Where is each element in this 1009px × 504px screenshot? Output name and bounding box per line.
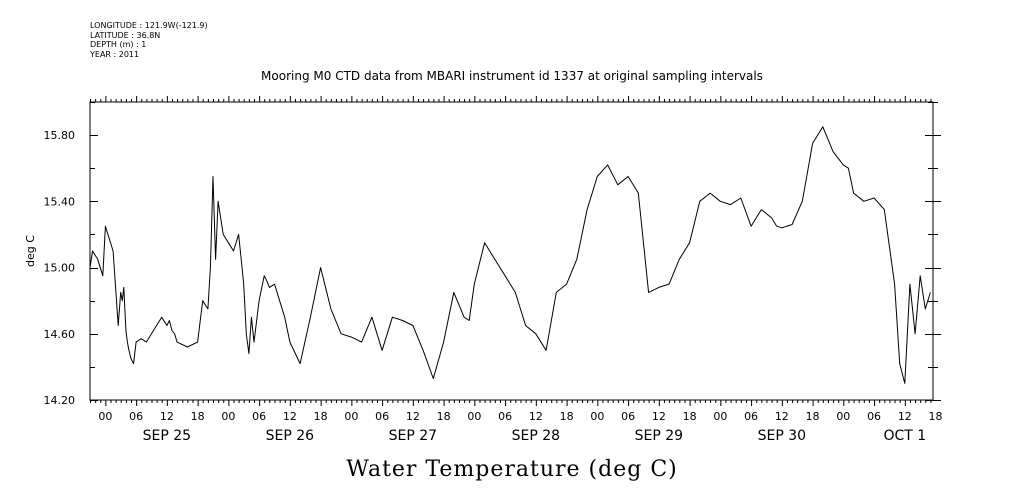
metadata-block: LONGITUDE : 121.9W(-121.9) LATITUDE : 36… <box>90 21 208 59</box>
day-label: SEP 26 <box>266 428 315 444</box>
hour-tick-label: 18 <box>683 410 697 423</box>
hour-tick-label: 00 <box>344 410 358 423</box>
day-label: SEP 30 <box>758 428 806 444</box>
hour-tick-label: 18 <box>560 410 574 423</box>
longitude-text: LONGITUDE : 121.9W(-121.9) <box>90 21 208 30</box>
hour-tick-label: 12 <box>652 410 666 423</box>
hour-tick-label: 00 <box>590 410 604 423</box>
day-label: SEP 25 <box>143 428 191 444</box>
axis-labels: 00 06 12 18 00 06 12 18 00 06 12 18 00 06 12 18 00 06 12 18… <box>44 129 943 444</box>
hour-tick-label: 12 <box>160 410 174 423</box>
series-line <box>89 126 931 384</box>
x-axis-label: Water Temperature (deg C) <box>346 457 678 482</box>
hour-tick-label: 12 <box>898 410 912 423</box>
day-label: SEP 29 <box>635 428 683 444</box>
depth-text: DEPTH (m) : 1 <box>90 40 147 49</box>
hour-tick-label: 06 <box>744 410 758 423</box>
hour-tick-label: 06 <box>129 410 143 423</box>
hour-tick-label: 18 <box>314 410 328 423</box>
hour-tick-label: 12 <box>283 410 297 423</box>
hour-tick-label: 06 <box>375 410 389 423</box>
y-tick-label: 14.60 <box>44 328 76 341</box>
latitude-text: LATITUDE : 36.8N <box>90 30 161 40</box>
hour-tick-label: 06 <box>867 410 881 423</box>
day-label: SEP 28 <box>512 428 560 444</box>
y-tick-label: 15.00 <box>44 262 76 275</box>
year-text: YEAR : 2011 <box>90 49 140 59</box>
hour-tick-label: 12 <box>406 410 420 423</box>
hour-tick-label: 06 <box>498 410 512 423</box>
y-tick-label: 15.80 <box>44 129 76 142</box>
hour-tick-label: 18 <box>806 410 820 423</box>
y-tick-label: 15.40 <box>44 195 76 208</box>
chart-title: Mooring M0 CTD data from MBARI instrumen… <box>261 69 763 83</box>
y-tick-label: 14.20 <box>44 394 76 407</box>
hour-tick-label: 12 <box>775 410 789 423</box>
day-label: OCT 1 <box>883 428 926 444</box>
hour-tick-label: 00 <box>221 410 235 423</box>
hour-tick-label: 00 <box>836 410 850 423</box>
hour-tick-label: 00 <box>98 410 112 423</box>
hour-tick-label: 06 <box>621 410 635 423</box>
plot-frame <box>89 101 934 401</box>
day-label: SEP 27 <box>389 428 437 444</box>
hour-tick-label: 12 <box>529 410 543 423</box>
hour-tick-label: 00 <box>713 410 727 423</box>
axis-ticks <box>90 96 941 406</box>
hour-tick-label: 00 <box>467 410 481 423</box>
y-axis-label: deg C <box>24 235 37 267</box>
hour-tick-label: 18 <box>437 410 451 423</box>
hour-tick-label: 18 <box>191 410 205 423</box>
data-marks <box>89 126 931 384</box>
hour-tick-label: 06 <box>252 410 266 423</box>
hour-tick-label: 18 <box>929 410 943 423</box>
